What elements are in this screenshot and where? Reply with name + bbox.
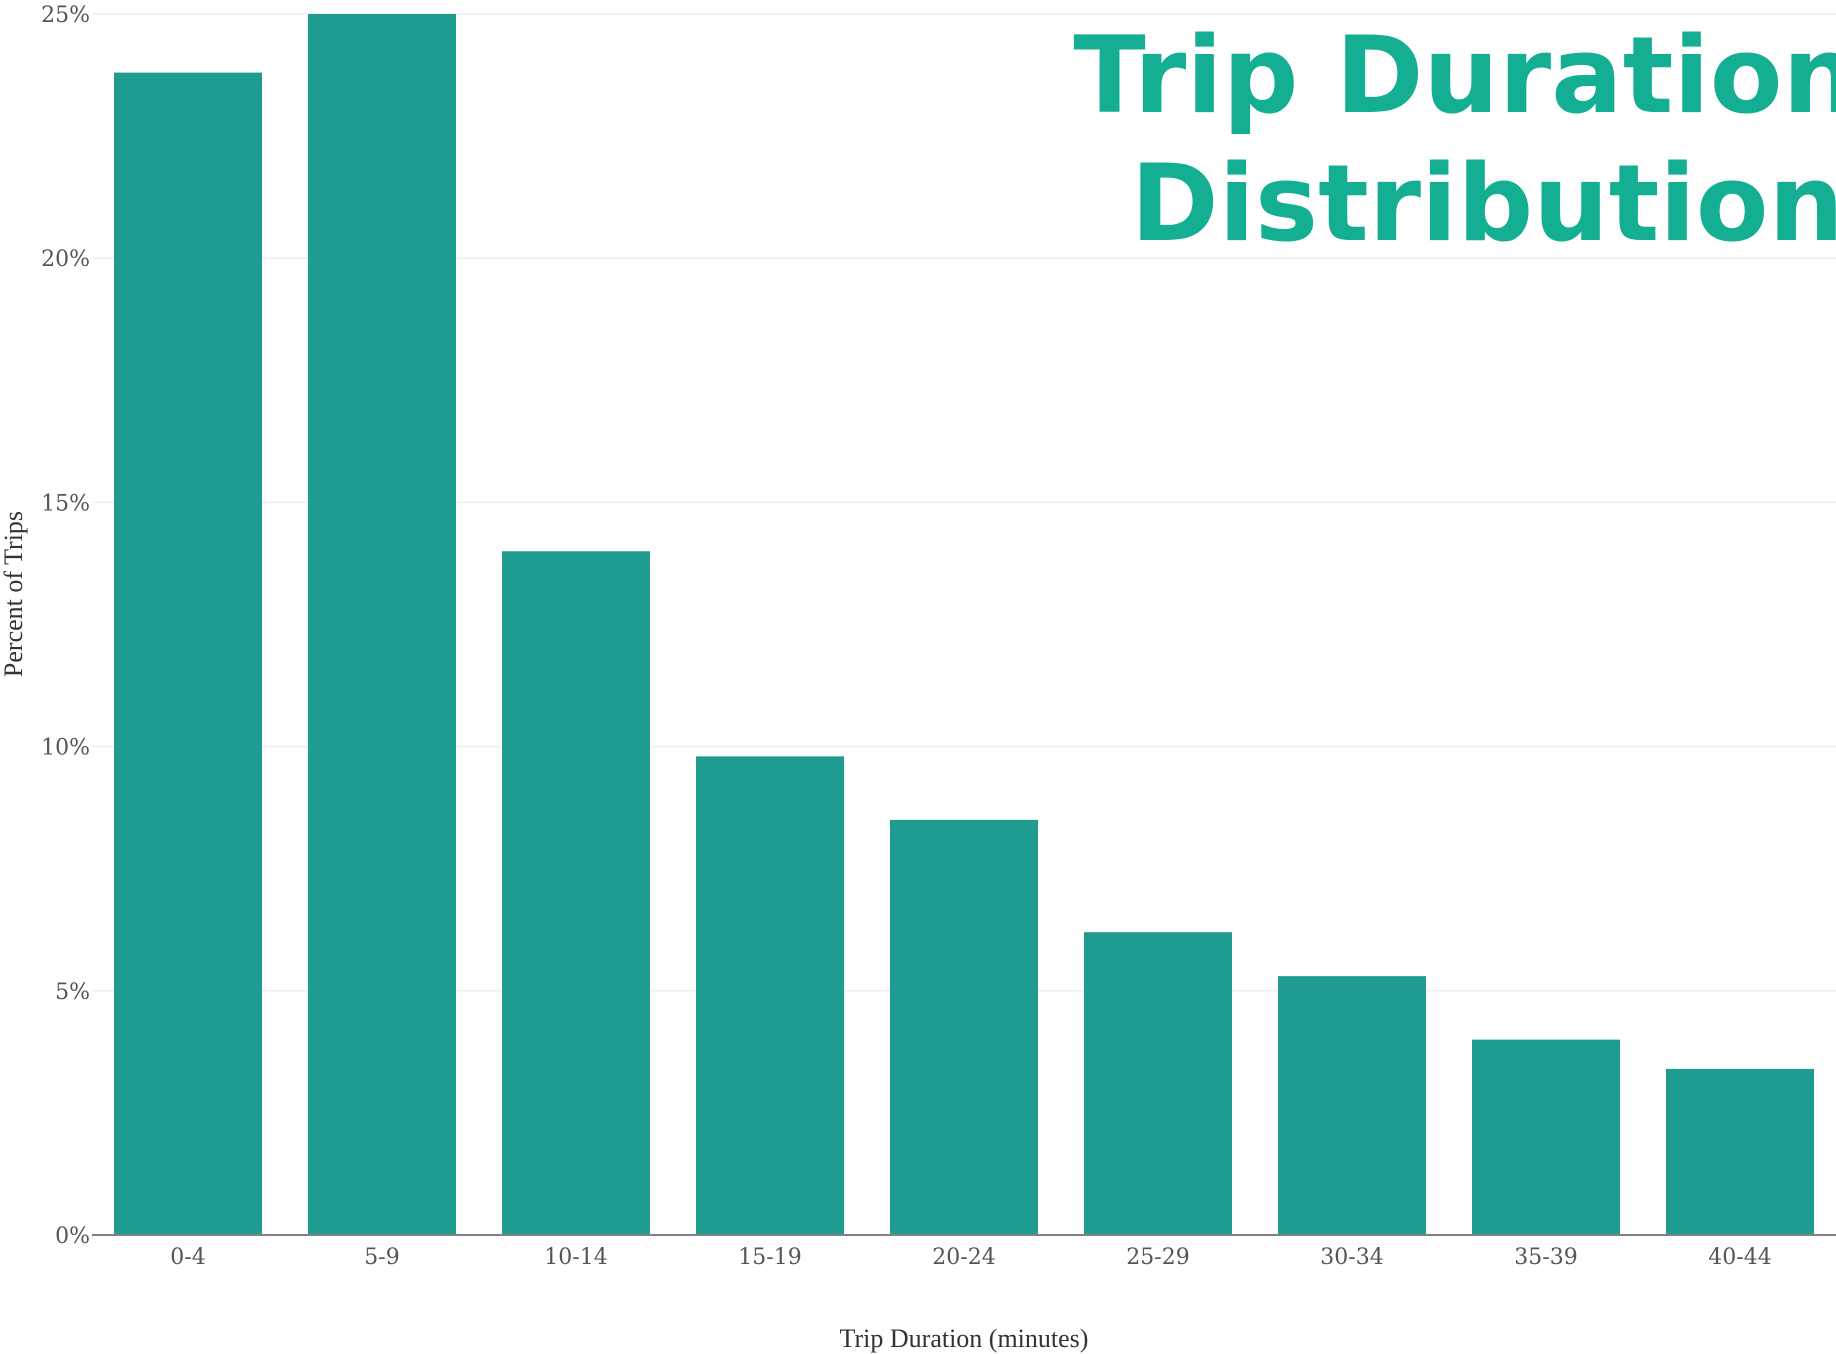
x-tick-label: 15-19 <box>738 1245 801 1270</box>
y-tick-label: 5% <box>55 980 90 1005</box>
bar-25-29[interactable] <box>1084 932 1232 1235</box>
bars <box>114 14 1814 1235</box>
y-tick-label: 25% <box>41 3 90 28</box>
bar-0-4[interactable] <box>114 72 262 1235</box>
x-tick-label: 0-4 <box>170 1245 205 1270</box>
y-tick-label: 15% <box>41 491 90 516</box>
chart-title-line-1: Trip Duration <box>1073 14 1836 137</box>
y-tick-label: 0% <box>55 1224 90 1249</box>
x-tick-label: 25-29 <box>1126 1245 1189 1270</box>
x-tick-label: 35-39 <box>1514 1245 1577 1270</box>
x-tick-label: 40-44 <box>1708 1245 1771 1270</box>
x-tick-label: 20-24 <box>932 1245 995 1270</box>
x-tick-label: 5-9 <box>364 1245 399 1270</box>
bar-10-14[interactable] <box>502 551 650 1235</box>
bar-20-24[interactable] <box>890 819 1038 1235</box>
bar-15-19[interactable] <box>696 756 844 1235</box>
y-axis-ticks: 0% 5% 10% 15% 20% 25% <box>41 3 90 1249</box>
bar-40-44[interactable] <box>1666 1068 1814 1235</box>
bar-5-9[interactable] <box>308 14 456 1235</box>
x-axis-ticks: 0-4 5-9 10-14 15-19 20-24 25-29 30-34 35-39 40-4… <box>170 1245 1771 1270</box>
x-axis-title: Trip Duration (minutes) <box>840 1324 1089 1353</box>
bar-30-34[interactable] <box>1278 976 1426 1235</box>
bar-35-39[interactable] <box>1472 1039 1620 1235</box>
x-tick-label: 10-14 <box>544 1245 607 1270</box>
y-tick-label: 20% <box>41 247 90 272</box>
x-tick-label: 30-34 <box>1320 1245 1383 1270</box>
y-axis-title: Percent of Trips <box>0 511 28 677</box>
chart-title-line-2: Distribution <box>1131 142 1836 265</box>
y-tick-label: 10% <box>41 736 90 761</box>
